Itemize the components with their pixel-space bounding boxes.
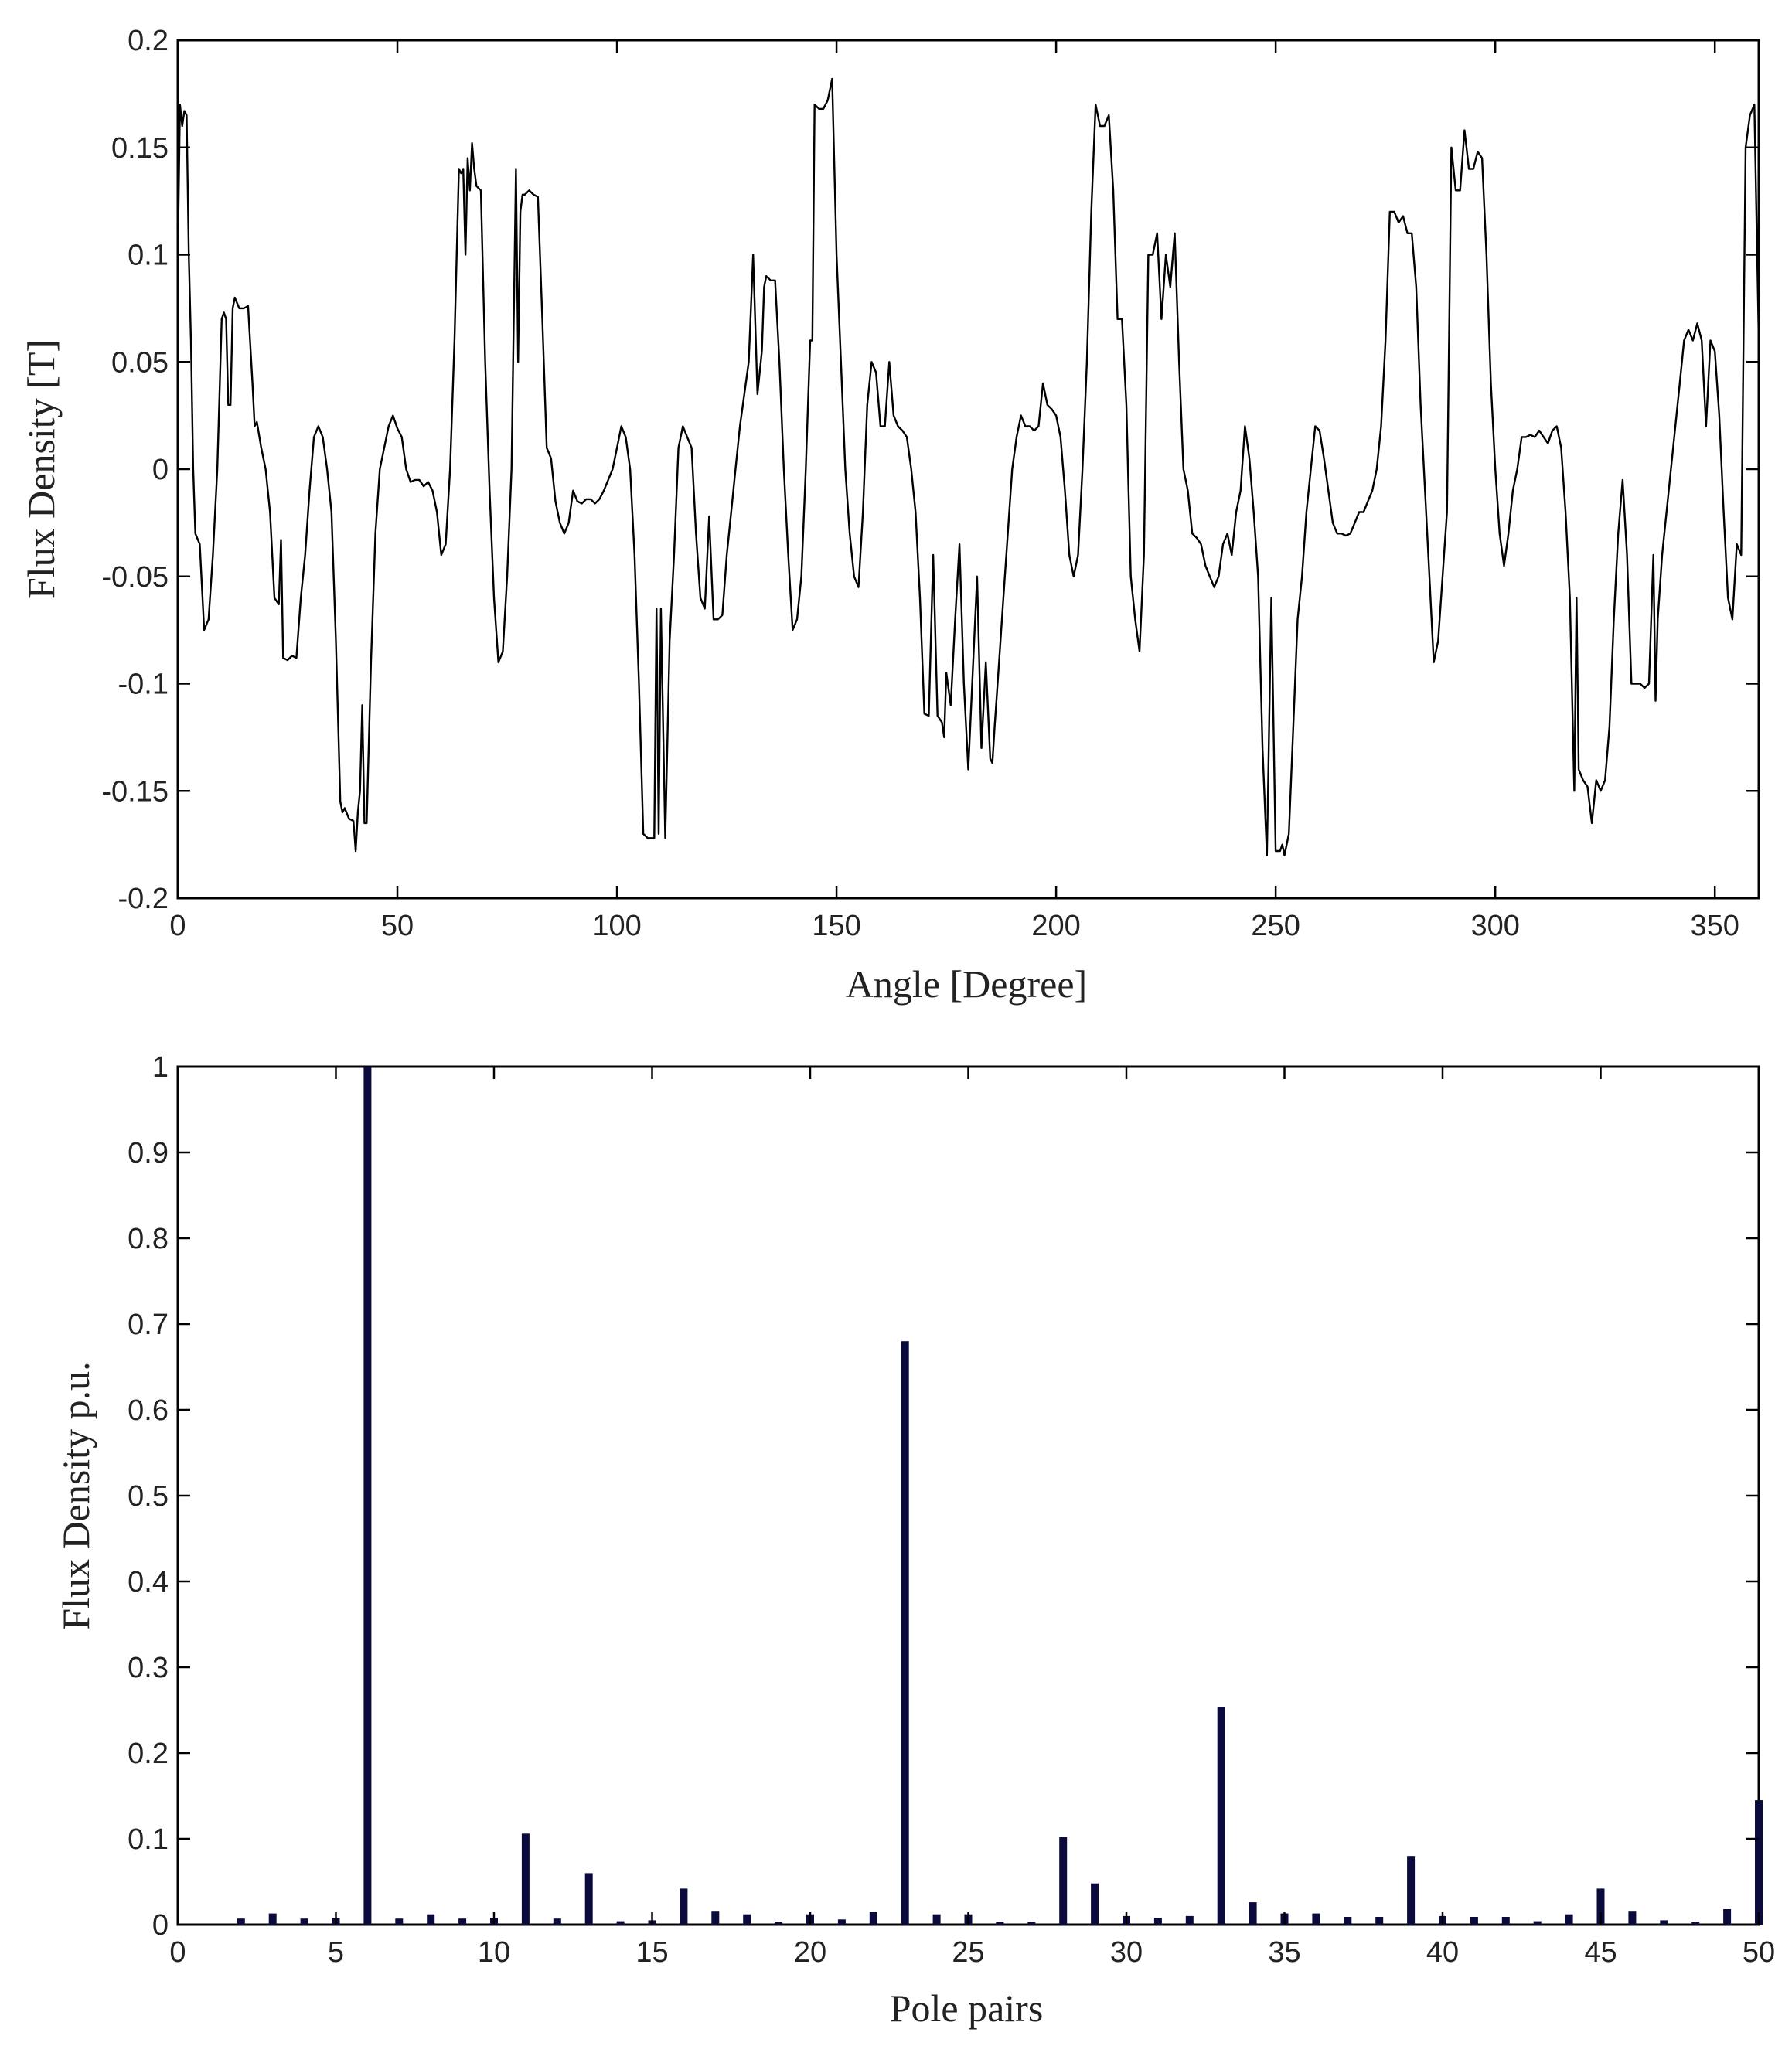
spectrum-bar bbox=[1185, 1915, 1194, 1925]
bottom-y-tick-label: 0.9 bbox=[128, 1137, 169, 1169]
bottom-y-axis-label: Flux Density p.u. bbox=[54, 1361, 97, 1629]
spectrum-bar bbox=[1344, 1917, 1352, 1925]
bottom-y-tick-label: 0 bbox=[152, 1909, 169, 1942]
spectrum-bar bbox=[1027, 1922, 1036, 1925]
spectrum-bar bbox=[1565, 1914, 1573, 1925]
spectrum-bar bbox=[1059, 1837, 1068, 1925]
top-y-axis-label: Flux Density [T] bbox=[19, 339, 63, 599]
bottom-y-tick-label: 0.2 bbox=[128, 1738, 169, 1770]
bottom-x-tick-label: 35 bbox=[1268, 1936, 1300, 1969]
bottom-x-tick-label: 25 bbox=[952, 1936, 984, 1969]
spectrum-bar bbox=[1755, 1800, 1763, 1925]
top-y-tick-label: 0.2 bbox=[128, 25, 169, 57]
bottom-y-tick-label: 0.3 bbox=[128, 1652, 169, 1684]
bottom-x-axis-label: Pole pairs bbox=[890, 1986, 1044, 2030]
spectrum-bar bbox=[1312, 1913, 1320, 1925]
bottom-y-tick-label: 0.7 bbox=[128, 1309, 169, 1341]
top-x-tick-label: 250 bbox=[1251, 910, 1300, 942]
bottom-y-tick-label: 0.6 bbox=[128, 1394, 169, 1427]
spectrum-bar bbox=[901, 1341, 909, 1925]
top-y-tick-label: -0.1 bbox=[118, 669, 169, 701]
spectrum-bar bbox=[1470, 1917, 1478, 1925]
spectrum-bar bbox=[680, 1888, 688, 1925]
top-x-tick-label: 150 bbox=[812, 910, 860, 942]
top-y-tick-label: 0.05 bbox=[111, 346, 169, 379]
spectrum-bar bbox=[1533, 1921, 1542, 1925]
top-x-tick-label: 350 bbox=[1690, 910, 1739, 942]
spectrum-bar bbox=[743, 1914, 751, 1925]
top-x-tick-label: 300 bbox=[1470, 910, 1519, 942]
spectrum-bar bbox=[1091, 1883, 1099, 1925]
bottom-x-tick-label: 5 bbox=[328, 1936, 344, 1969]
bottom-x-tick-label: 10 bbox=[478, 1936, 510, 1969]
spectrum-bar bbox=[1153, 1918, 1162, 1925]
top-x-tick-label: 100 bbox=[592, 910, 641, 942]
top-x-axis-label: Angle [Degree] bbox=[846, 962, 1087, 1006]
spectrum-bar bbox=[932, 1914, 941, 1925]
spectrum-bar bbox=[268, 1913, 277, 1925]
spectrum-bar bbox=[1375, 1917, 1384, 1925]
bottom-y-tick-label: 0.4 bbox=[128, 1566, 169, 1598]
top-axis-ticks: 0 50 100 150 200 250 300 350 0.2 0.15 0.1 0.05 0 -0.0… bbox=[101, 25, 1759, 942]
spectrum-bar bbox=[300, 1918, 308, 1925]
spectrum-bar bbox=[521, 1833, 530, 1925]
spectrum-bar bbox=[1723, 1909, 1732, 1925]
top-y-tick-label: -0.05 bbox=[101, 561, 169, 594]
spectrum-bar bbox=[616, 1921, 625, 1925]
spectrum-bar bbox=[1501, 1917, 1510, 1925]
bottom-y-tick-label: 1 bbox=[152, 1051, 169, 1084]
top-x-tick-label: 200 bbox=[1031, 910, 1080, 942]
bottom-x-tick-label: 20 bbox=[794, 1936, 826, 1969]
bottom-x-tick-label: 45 bbox=[1584, 1936, 1617, 1969]
spectrum-bar bbox=[711, 1911, 720, 1925]
spectrum-bar bbox=[458, 1918, 467, 1925]
bottom-x-tick-label: 0 bbox=[169, 1936, 186, 1969]
spectrum-bar bbox=[1660, 1920, 1668, 1925]
spectrum-bar bbox=[1217, 1707, 1225, 1925]
spectrum-bars bbox=[237, 1067, 1763, 1925]
spectrum-bar bbox=[584, 1873, 593, 1925]
bottom-y-tick-label: 0.5 bbox=[128, 1480, 169, 1513]
top-y-tick-label: -0.2 bbox=[118, 883, 169, 915]
plot-area-bottom bbox=[176, 1065, 1760, 1926]
top-y-tick-label: 0.15 bbox=[111, 132, 169, 165]
bottom-x-tick-label: 15 bbox=[635, 1936, 668, 1969]
spectrum-bar bbox=[1407, 1856, 1416, 1925]
bottom-x-tick-label: 30 bbox=[1110, 1936, 1143, 1969]
spectrum-bar bbox=[1691, 1922, 1700, 1925]
bottom-y-tick-label: 0.1 bbox=[128, 1823, 169, 1856]
pole-pairs-spectrum-chart: 0 5 10 15 20 25 30 35 40 45 50 0 0.1 0.2 0.3 0.4 0.5 0.6 0… bbox=[54, 1051, 1775, 2030]
spectrum-bar bbox=[1628, 1911, 1637, 1925]
bottom-axis-ticks: 0 5 10 15 20 25 30 35 40 45 50 0 0.1 0.2 0.3 0.4 0.5 0.6 0… bbox=[128, 1051, 1775, 1969]
spectrum-bar bbox=[395, 1918, 404, 1925]
top-y-tick-label: -0.15 bbox=[101, 775, 169, 808]
bottom-x-tick-label: 50 bbox=[1743, 1936, 1775, 1969]
flux-density-waveform-chart: 0 50 100 150 200 250 300 350 0.2 0.15 0.1 0.05 0 -0.0… bbox=[19, 25, 1760, 1006]
bottom-x-tick-label: 40 bbox=[1426, 1936, 1459, 1969]
spectrum-bar bbox=[837, 1919, 846, 1925]
top-x-tick-label: 50 bbox=[381, 910, 414, 942]
spectrum-bar bbox=[1596, 1888, 1605, 1925]
spectrum-bar bbox=[237, 1918, 245, 1925]
top-x-tick-label: 0 bbox=[169, 910, 186, 942]
top-y-tick-label: 0 bbox=[152, 454, 169, 486]
spectrum-bar bbox=[427, 1914, 435, 1925]
spectrum-bar bbox=[869, 1912, 877, 1925]
spectrum-bar bbox=[775, 1922, 783, 1925]
flux-density-series-line bbox=[176, 77, 1760, 856]
spectrum-bar bbox=[996, 1922, 1004, 1925]
spectrum-bar bbox=[553, 1918, 561, 1925]
spectrum-bar bbox=[1249, 1902, 1257, 1925]
spectrum-bar bbox=[363, 1067, 372, 1925]
top-y-tick-label: 0.1 bbox=[128, 240, 169, 272]
bottom-y-tick-label: 0.8 bbox=[128, 1223, 169, 1255]
